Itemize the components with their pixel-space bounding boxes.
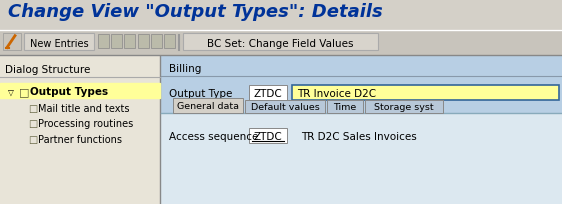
Text: ▽: ▽: [8, 87, 14, 96]
Text: Output Type: Output Type: [169, 88, 232, 98]
Text: □: □: [28, 119, 37, 129]
Bar: [161, 57, 562, 204]
Text: Output Types: Output Types: [30, 86, 108, 96]
Text: TR D2C Sales Invoices: TR D2C Sales Invoices: [301, 131, 417, 141]
Bar: [245, 100, 325, 114]
Text: BC Set: Change Field Values: BC Set: Change Field Values: [207, 38, 353, 48]
Bar: [183, 34, 378, 51]
Text: Access sequence: Access sequence: [169, 131, 259, 141]
Bar: [249, 129, 287, 143]
Bar: [138, 34, 149, 49]
Bar: [0, 57, 160, 204]
Bar: [3, 34, 21, 51]
Text: □: □: [19, 86, 29, 96]
Text: Processing routines: Processing routines: [38, 119, 133, 129]
Bar: [24, 34, 94, 51]
Bar: [98, 34, 109, 49]
Text: ZTDC: ZTDC: [253, 88, 282, 98]
Bar: [151, 34, 162, 49]
Bar: [0, 31, 562, 56]
Text: Partner functions: Partner functions: [38, 134, 122, 144]
Text: Billing: Billing: [169, 64, 201, 74]
Bar: [161, 115, 562, 204]
Text: Time: Time: [333, 103, 357, 112]
Bar: [173, 98, 243, 114]
Text: New Entries: New Entries: [30, 38, 88, 48]
Text: Mail title and texts: Mail title and texts: [38, 103, 129, 113]
Text: TR Invoice D2C: TR Invoice D2C: [297, 88, 376, 98]
Bar: [249, 85, 287, 100]
Bar: [124, 34, 135, 49]
Text: Storage syst: Storage syst: [374, 103, 434, 112]
Text: Change View "Output Types": Details: Change View "Output Types": Details: [8, 3, 383, 21]
Bar: [292, 85, 559, 100]
Bar: [327, 100, 363, 114]
Text: □: □: [28, 103, 37, 113]
Bar: [164, 34, 175, 49]
Text: □: □: [28, 134, 37, 144]
Text: ZTDC: ZTDC: [253, 131, 282, 141]
Bar: [365, 100, 443, 114]
Text: General data: General data: [177, 102, 239, 111]
Bar: [0, 83, 160, 98]
Text: Dialog Structure: Dialog Structure: [5, 65, 90, 75]
Bar: [111, 34, 122, 49]
Text: Default values: Default values: [251, 103, 319, 112]
